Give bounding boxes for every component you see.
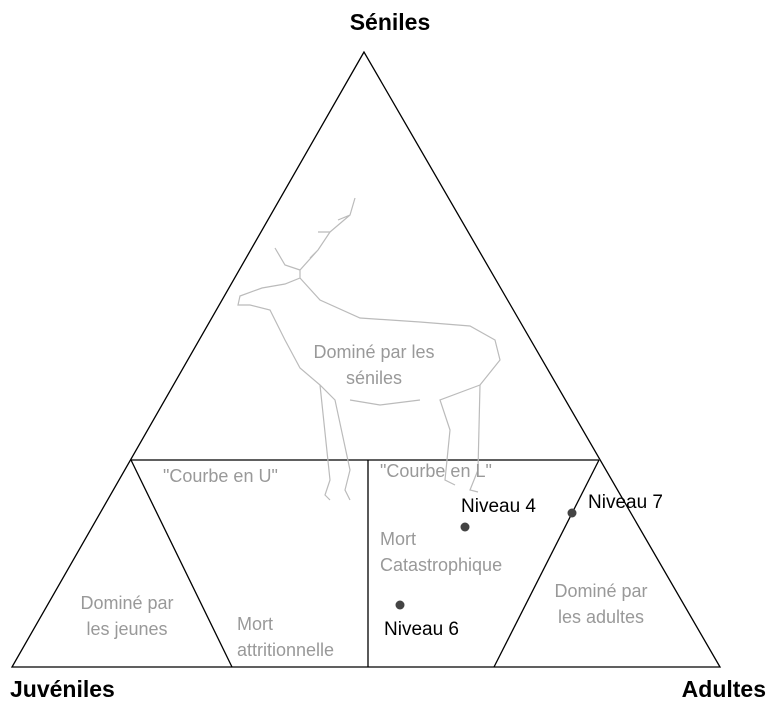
corner-label: Juvéniles: [10, 676, 115, 702]
divider: [493, 459, 600, 668]
region-label-line: Mort: [237, 614, 273, 634]
region-label-line: Dominé par: [554, 581, 647, 601]
corner-label: Séniles: [350, 9, 431, 35]
corner-label: Adultes: [682, 676, 766, 702]
region-label-line: Dominé par: [80, 593, 173, 613]
region-label: Dominé par les jeunes: [80, 593, 173, 639]
region-label: Dominé par les adultes: [554, 581, 647, 627]
outer-triangle: [10, 50, 722, 668]
point: [460, 522, 470, 532]
point-label: Niveau 7: [588, 492, 663, 513]
divider: [130, 459, 233, 668]
region-label-line: "Courbe en U": [163, 466, 278, 486]
region-label: Mort attritionnelle: [237, 614, 334, 660]
region-label-line: Dominé par les: [313, 342, 434, 362]
region-label: Mort Catastrophique: [380, 529, 502, 575]
triangle-lines: [10, 50, 722, 668]
region-label-line: Mort: [380, 529, 416, 549]
region-label-line: "Courbe en L": [380, 461, 492, 481]
region-label-line: les adultes: [558, 607, 644, 627]
region-label: "Courbe en U": [163, 466, 278, 486]
region-label-line: les jeunes: [86, 619, 167, 639]
region-label: Dominé par les séniles: [313, 342, 434, 388]
region-label: "Courbe en L": [380, 461, 492, 481]
point: [567, 508, 577, 518]
point-label: Niveau 6: [384, 619, 459, 640]
point: [395, 600, 405, 610]
point-label: Niveau 4: [461, 496, 536, 517]
region-label-line: séniles: [346, 368, 402, 388]
region-label-line: attritionnelle: [237, 640, 334, 660]
deer-silhouette: [237, 197, 501, 501]
region-label-line: Catastrophique: [380, 555, 502, 575]
